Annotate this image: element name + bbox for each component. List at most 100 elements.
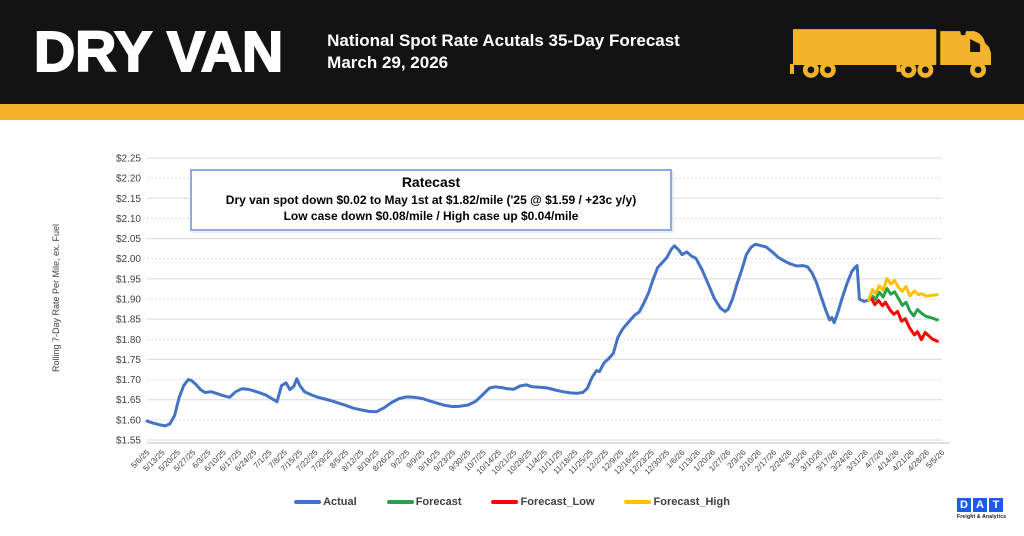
x-tick-label: 4/7/26 bbox=[863, 448, 885, 470]
ratecast-line-2: Low case down $0.08/mile / High case up … bbox=[283, 208, 579, 223]
subtitle-line-1: National Spot Rate Acutals 35-Day Foreca… bbox=[327, 30, 680, 50]
x-tick-label: 8/19/25 bbox=[355, 448, 381, 474]
y-tick-label: $1.65 bbox=[116, 395, 141, 406]
x-tick-label: 10/14/25 bbox=[475, 448, 504, 477]
x-tick-label: 5/27/25 bbox=[172, 448, 198, 474]
x-tick-label: 7/8/25 bbox=[267, 448, 289, 470]
accent-stripe bbox=[0, 104, 1024, 120]
x-tick-label: 3/24/26 bbox=[829, 448, 855, 474]
forecast-line bbox=[867, 287, 939, 322]
x-tick-label: 11/25/25 bbox=[567, 448, 595, 476]
x-tick-label: 3/17/26 bbox=[814, 448, 840, 474]
x-tick-label: 3/3/26 bbox=[787, 448, 809, 470]
y-tick-label: $1.70 bbox=[116, 375, 141, 386]
x-tick-label: 12/23/25 bbox=[628, 448, 657, 477]
x-tick-label: 3/10/26 bbox=[799, 448, 825, 474]
y-tick-label: $2.20 bbox=[116, 174, 141, 185]
x-tick-label: 5/13/25 bbox=[141, 448, 167, 474]
actual-line bbox=[145, 242, 871, 428]
y-tick-label: $1.80 bbox=[116, 335, 141, 346]
x-tick-label: 1/27/26 bbox=[707, 448, 733, 474]
x-tick-label: 1/6/26 bbox=[664, 448, 686, 470]
legend-item-forecast-high: Forecast_High bbox=[624, 496, 730, 508]
dat-logo-letter-d: D bbox=[957, 498, 971, 512]
x-tick-label: 10/7/25 bbox=[463, 448, 489, 474]
forecast-high-line bbox=[867, 277, 939, 302]
ratecast-annotation: Ratecast Dry van spot down $0.02 to May … bbox=[190, 169, 672, 231]
x-tick-label: 10/21/25 bbox=[490, 448, 519, 477]
forecast-high-line-swatch bbox=[624, 500, 652, 504]
x-tick-label: 8/26/25 bbox=[371, 448, 397, 474]
y-tick-label: $1.85 bbox=[116, 315, 141, 326]
x-tick-label: 7/29/25 bbox=[310, 448, 336, 474]
actual-line-swatch bbox=[294, 500, 322, 504]
x-tick-label: 8/12/25 bbox=[340, 448, 366, 474]
x-tick-label: 9/30/25 bbox=[447, 448, 473, 474]
x-tick-label: 9/16/25 bbox=[417, 448, 443, 474]
x-tick-label: 7/1/25 bbox=[252, 448, 274, 470]
page-title: DRY VAN bbox=[33, 19, 284, 84]
x-tick-label: 8/5/25 bbox=[328, 448, 350, 470]
x-tick-label: 4/14/26 bbox=[875, 448, 901, 474]
x-tick-label: 12/16/25 bbox=[612, 448, 641, 477]
x-tick-label: 2/17/26 bbox=[753, 448, 779, 474]
x-tick-label: 6/10/25 bbox=[203, 448, 229, 474]
x-tick-label: 4/28/26 bbox=[906, 448, 932, 474]
x-tick-label: 5/6/25 bbox=[129, 448, 151, 470]
forecast-low-line bbox=[867, 297, 939, 343]
x-tick-label: 9/9/25 bbox=[405, 448, 427, 470]
x-tick-label: 9/23/25 bbox=[432, 448, 458, 474]
x-tick-label: 1/20/26 bbox=[692, 448, 718, 474]
y-tick-label: $2.05 bbox=[116, 234, 141, 245]
legend-label-forecast-high: Forecast_High bbox=[653, 496, 730, 508]
dat-logo-letter-t: T bbox=[989, 498, 1003, 512]
subtitle-line-2: March 29, 2026 bbox=[327, 53, 449, 72]
x-tick-label: 5/20/25 bbox=[157, 448, 183, 474]
x-tick-label: 7/15/25 bbox=[279, 448, 305, 474]
report-subtitle: National Spot Rate Acutals 35-Day Foreca… bbox=[327, 30, 680, 75]
forecast-low-line-swatch bbox=[491, 500, 519, 504]
legend-label-forecast: Forecast bbox=[415, 496, 462, 508]
forecast-line-swatch bbox=[386, 500, 414, 504]
y-tick-label: $1.55 bbox=[116, 436, 141, 447]
dat-logo: D A T Freight & Analytics bbox=[957, 498, 1006, 520]
x-tick-label: 12/9/25 bbox=[600, 448, 626, 474]
y-tick-label: $2.25 bbox=[116, 154, 141, 165]
x-tick-label: 6/24/25 bbox=[233, 448, 259, 474]
x-tick-label: 11/4/25 bbox=[524, 448, 549, 473]
y-tick-label: $2.00 bbox=[116, 254, 141, 265]
legend-label-actual: Actual bbox=[323, 496, 357, 508]
y-axis-title: Rolling 7-Day Rate Per Mile, ex. Fuel bbox=[51, 223, 61, 373]
x-tick-label: 10/28/25 bbox=[505, 448, 534, 477]
x-tick-label: 2/24/26 bbox=[768, 448, 794, 474]
y-tick-label: $2.10 bbox=[116, 214, 141, 225]
truck-icon bbox=[789, 29, 992, 78]
x-tick-label: 12/2/25 bbox=[585, 448, 611, 474]
header: DRY VAN National Spot Rate Acutals 35-Da… bbox=[0, 0, 1024, 104]
y-tick-label: $2.15 bbox=[116, 194, 141, 205]
dat-logo-tagline: Freight & Analytics bbox=[957, 514, 1007, 520]
ratecast-line-1: Dry van spot down $0.02 to May 1st at $1… bbox=[225, 192, 637, 207]
legend-item-forecast: Forecast bbox=[386, 496, 462, 508]
x-tick-label: 5/5/26 bbox=[924, 448, 946, 470]
x-tick-label: 6/17/25 bbox=[218, 448, 244, 474]
x-tick-label: 4/21/26 bbox=[891, 448, 917, 474]
x-tick-label: 6/3/25 bbox=[190, 448, 212, 470]
dat-logo-letter-a: A bbox=[973, 498, 987, 512]
y-tick-label: $1.60 bbox=[116, 415, 141, 426]
chart-legend: Actual Forecast Forecast_Low Forecast_Hi… bbox=[294, 496, 730, 508]
dat-logo-squares: D A T bbox=[957, 498, 1006, 512]
y-tick-label: $1.90 bbox=[116, 295, 141, 306]
x-tick-label: 11/18/25 bbox=[552, 448, 580, 476]
x-tick-label: 11/11/25 bbox=[537, 448, 565, 476]
legend-label-forecast-low: Forecast_Low bbox=[520, 496, 595, 508]
ratecast-title: Ratecast bbox=[401, 174, 461, 190]
x-tick-label: 3/31/26 bbox=[845, 448, 871, 474]
x-tick-label: 1/13/26 bbox=[677, 448, 703, 474]
legend-item-forecast-low: Forecast_Low bbox=[491, 496, 595, 508]
x-tick-label: 12/30/25 bbox=[643, 448, 672, 477]
y-tick-label: $1.95 bbox=[116, 274, 141, 285]
legend-item-actual: Actual bbox=[294, 496, 357, 508]
x-tick-label: 2/10/26 bbox=[738, 448, 764, 474]
